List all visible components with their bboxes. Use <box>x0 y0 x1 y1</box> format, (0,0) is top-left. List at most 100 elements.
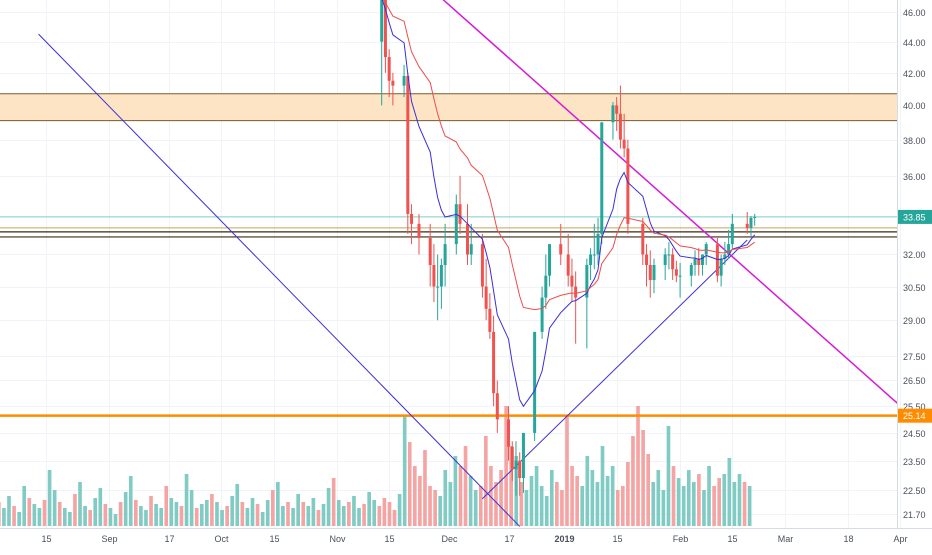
grid-lines <box>0 0 901 528</box>
candle-body <box>663 254 667 265</box>
candle-body <box>439 264 443 287</box>
y-tick-label: 38.00 <box>903 136 926 146</box>
candle-body <box>387 57 391 81</box>
candle-body <box>585 264 589 298</box>
candle-body <box>693 258 697 265</box>
volume-bar <box>164 486 169 526</box>
candle-body <box>652 264 656 281</box>
candle-body <box>615 105 619 114</box>
volume-bar <box>524 490 529 526</box>
channel-trendline[interactable] <box>38 33 521 527</box>
volume-bar <box>438 496 443 526</box>
volume-bar <box>453 456 458 526</box>
volume-bar <box>154 504 158 526</box>
y-tick-label: 22.50 <box>903 486 926 496</box>
volume-bar <box>407 442 412 526</box>
candle-body <box>719 258 723 276</box>
volume-bar <box>585 456 590 526</box>
volume-bar <box>595 482 600 526</box>
volume-bar <box>316 510 321 526</box>
volume-bar <box>270 490 275 526</box>
volume-bar <box>17 512 21 526</box>
volume-bar <box>215 502 219 526</box>
channel-trendline[interactable] <box>482 239 748 500</box>
resistance-zone[interactable] <box>0 93 897 122</box>
x-tick-label: Dec <box>441 534 458 544</box>
volume-bar <box>255 504 260 526</box>
y-tick-label: 40.00 <box>903 101 926 111</box>
candle-body <box>723 254 727 259</box>
volume-bar <box>458 466 463 526</box>
volume-bar <box>210 494 214 526</box>
volume-bar <box>367 492 371 526</box>
volume-bar <box>372 500 377 526</box>
volume-bar <box>32 504 37 526</box>
volume-bar <box>463 446 468 526</box>
volume-bar <box>697 474 701 526</box>
volume-bar <box>174 502 179 526</box>
candle-body <box>600 122 604 234</box>
volume-bar <box>392 510 397 526</box>
volume-bar <box>605 476 610 526</box>
x-tick-label: 15 <box>727 534 737 544</box>
time-axis[interactable]: 15 Sep 17 Oct 15 Nov 15 Dec 17 2019 15 Feb 15 Mar 18 Ap… <box>41 534 907 544</box>
candle-body <box>749 217 753 228</box>
volume-bar <box>494 482 498 526</box>
volume-bar <box>443 470 448 526</box>
candle-body <box>521 432 525 479</box>
volume-bar <box>489 466 493 526</box>
y-tick-label: 24.50 <box>903 429 926 439</box>
volume-bar <box>230 496 235 526</box>
volume-bar <box>509 446 514 526</box>
y-tick-label: 23.50 <box>903 457 926 467</box>
candle-body <box>592 254 596 256</box>
resistance-trendline[interactable] <box>438 0 912 416</box>
candle-body <box>574 286 578 298</box>
volume-bar <box>560 490 564 526</box>
candle-body <box>626 148 630 224</box>
volume-bar <box>732 482 737 526</box>
volume-bar <box>225 506 229 526</box>
candle-body <box>745 223 749 228</box>
candle-body <box>678 275 682 277</box>
volume-bar <box>321 504 326 526</box>
volume-bar <box>281 506 285 526</box>
volume-bar <box>260 512 265 526</box>
volume-bar <box>108 508 113 526</box>
volume-bar <box>519 482 524 526</box>
volume-bar <box>646 454 650 526</box>
volume-bar <box>666 426 671 526</box>
trendlines[interactable] <box>38 0 912 527</box>
volume-bar <box>240 502 245 526</box>
volume-bar <box>600 446 605 526</box>
candle-body <box>648 264 652 281</box>
volume-bar <box>423 450 427 526</box>
volume-bar <box>2 508 6 526</box>
x-tick-label: 17 <box>504 534 514 544</box>
candle-body <box>417 223 421 238</box>
candle-body <box>383 0 387 58</box>
volume-bar <box>676 478 681 526</box>
horizontal-levels[interactable] <box>0 216 897 417</box>
volume-bar <box>473 490 478 526</box>
x-tick-label: 2019 <box>554 534 574 544</box>
candle-body <box>611 105 615 123</box>
volume-bar <box>73 494 77 526</box>
y-tick-label: 29.00 <box>903 316 926 326</box>
volume-bar <box>7 496 11 526</box>
volume-bar <box>128 476 133 526</box>
volume-bar <box>382 498 387 526</box>
volume-bar <box>712 486 716 526</box>
volume-bar <box>47 470 52 526</box>
x-tick-label: Mar <box>778 534 794 544</box>
volume-bar <box>27 498 32 526</box>
volume-bar <box>245 508 250 526</box>
volume-bar <box>742 482 747 526</box>
price-axis[interactable]: 46.00 44.00 42.00 40.00 38.00 36.00 32.00 30.50… <box>903 8 926 520</box>
y-tick-label: 44.00 <box>903 38 926 48</box>
volume-bar <box>433 490 437 526</box>
volume-bar <box>397 494 402 526</box>
candle-body <box>566 254 570 276</box>
zone-fill <box>0 93 897 121</box>
